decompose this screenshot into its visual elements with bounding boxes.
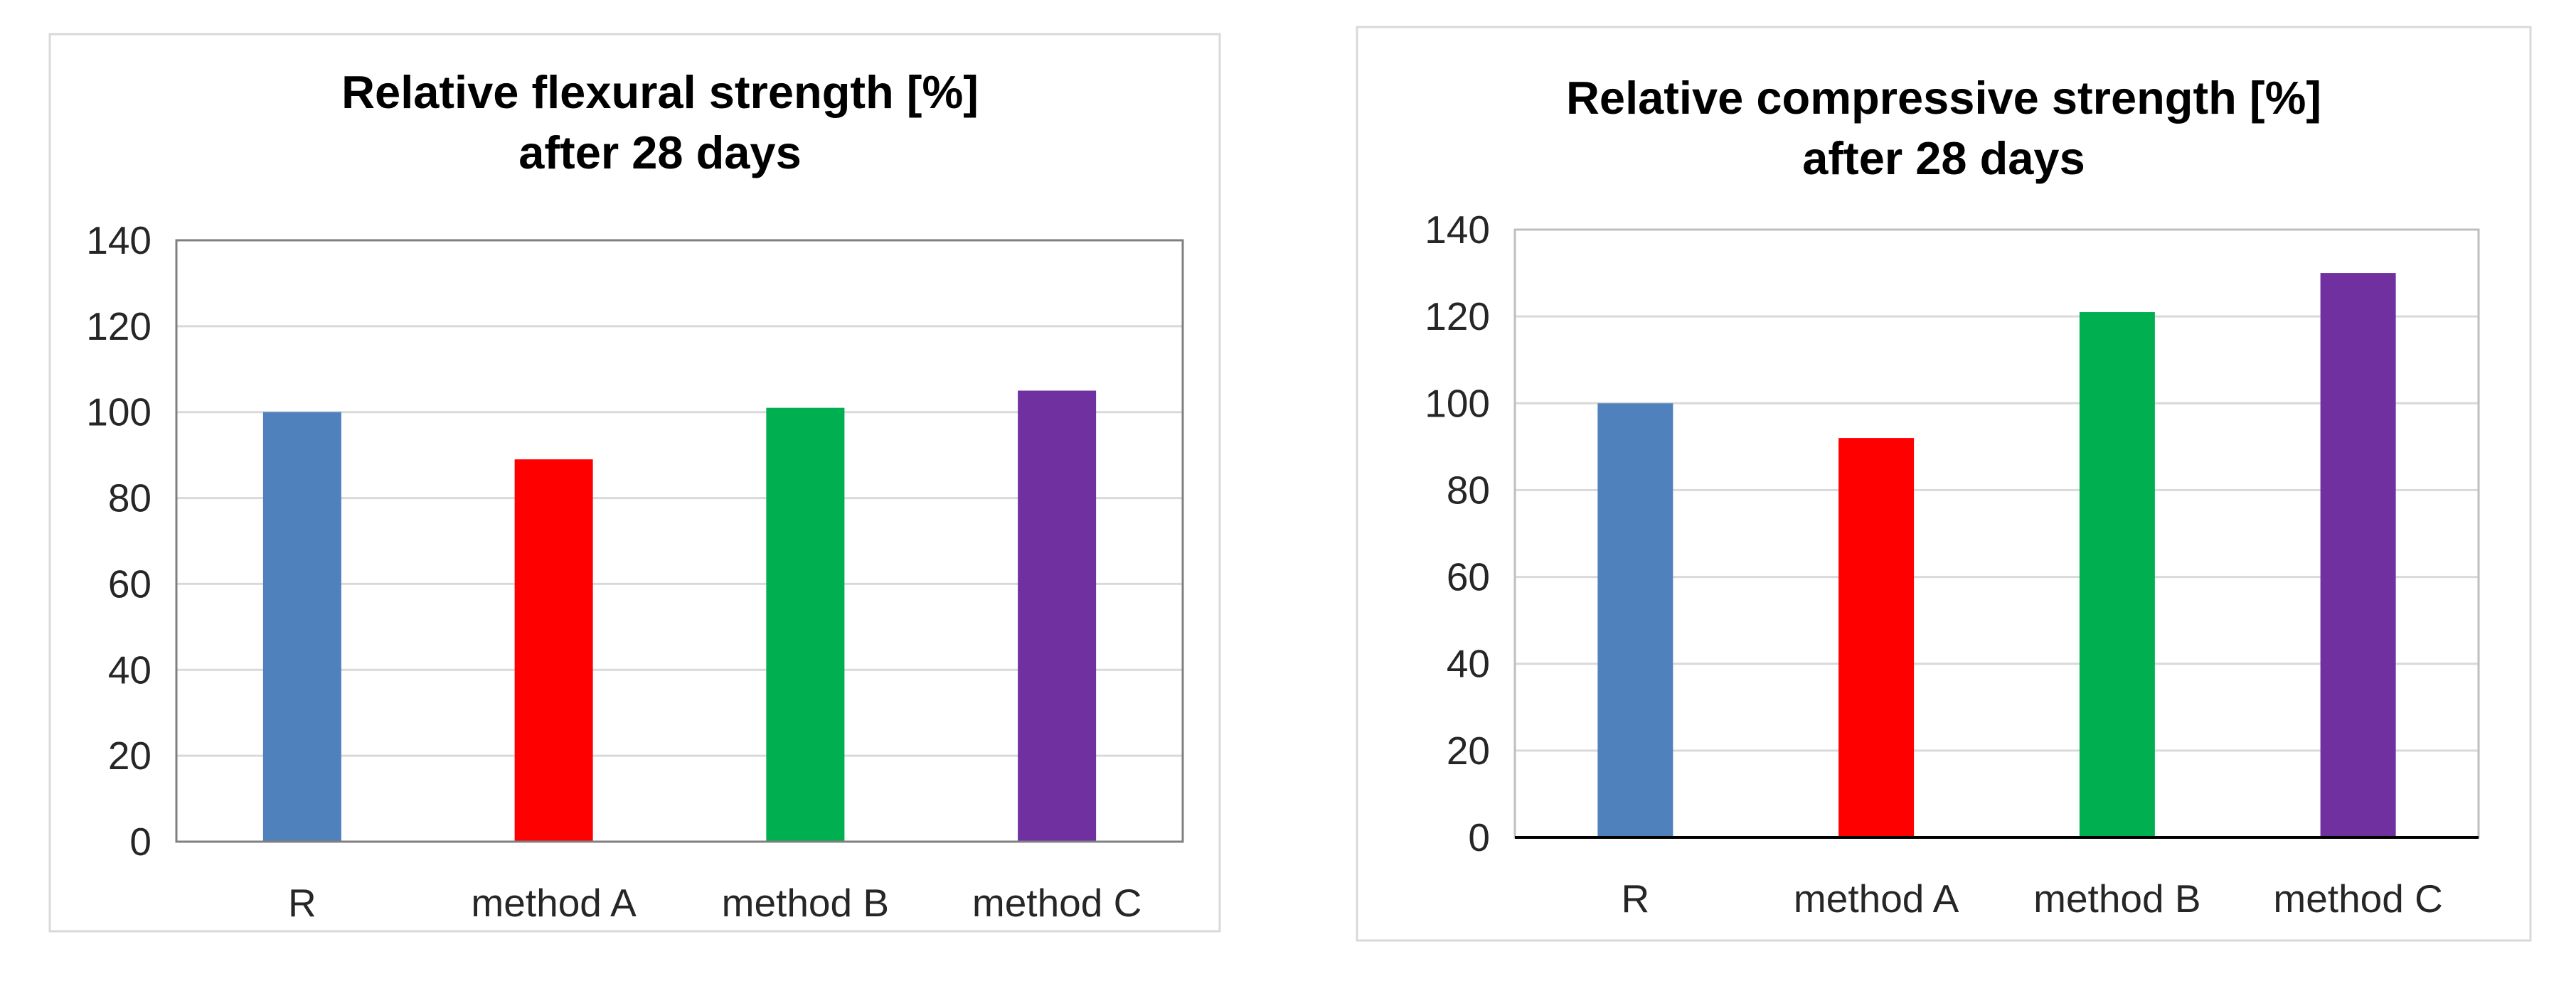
compressive-x-label-method-a: method A	[1794, 877, 1959, 921]
compressive-x-label-method-c: method C	[2273, 877, 2442, 921]
compressive-y-tick-label: 0	[1468, 815, 1490, 859]
flexural-y-tick-label: 60	[108, 562, 151, 606]
flexural-chart: Relative flexural strength [%] after 28 …	[48, 33, 1221, 933]
compressive-gridlines	[1515, 315, 2479, 752]
compressive-chart-title-line-2: after 28 days	[1802, 132, 2085, 184]
compressive-chart-title-line-1: Relative compressive strength [%]	[1566, 72, 2321, 124]
flexural-chart-title-line-1: Relative flexural strength [%]	[341, 66, 979, 118]
flexural-x-label-method-b: method B	[722, 881, 889, 925]
flexural-bar-r	[262, 412, 341, 842]
flexural-x-label-method-a: method A	[471, 881, 637, 925]
flexural-y-tick-label: 40	[108, 648, 151, 692]
compressive-chart: Relative compressive strength [%] after …	[1356, 26, 2532, 942]
flexural-bar-method-c	[1018, 390, 1097, 842]
compressive-y-tick-label: 60	[1447, 555, 1490, 599]
flexural-y-tick-label: 80	[108, 476, 151, 520]
compressive-bar-method-a	[1838, 438, 1915, 837]
flexural-x-label-r: R	[288, 881, 316, 925]
flexural-plot-border	[175, 239, 1184, 843]
flexural-x-label-method-c: method C	[972, 881, 1141, 925]
compressive-bars	[1597, 273, 2396, 838]
compressive-x-label-method-b: method B	[2033, 877, 2200, 921]
compressive-y-tick-label: 140	[1425, 208, 1490, 252]
compressive-y-tick-label: 40	[1447, 642, 1490, 686]
flexural-y-tick-label: 0	[129, 820, 151, 864]
flexural-y-tick-label: 140	[86, 218, 151, 262]
compressive-y-ticks: 0 20 40 60 80 100 120 140	[1425, 208, 1490, 859]
flexural-bar-method-a	[514, 459, 593, 842]
flexural-y-tick-label: 120	[86, 304, 151, 348]
compressive-bar-method-c	[2320, 273, 2396, 838]
flexural-chart-title-line-2: after 28 days	[518, 127, 801, 178]
flexural-y-ticks: 0 20 40 60 80 100 120 140	[86, 218, 151, 864]
flexural-bars	[262, 390, 1097, 842]
flexural-gridlines	[176, 325, 1183, 757]
compressive-y-tick-label: 120	[1425, 294, 1490, 338]
flexural-bar-method-b	[766, 407, 845, 842]
flexural-y-tick-label: 20	[108, 734, 151, 778]
compressive-bar-r	[1597, 403, 1673, 837]
compressive-bar-method-b	[2079, 312, 2155, 837]
compressive-y-tick-label: 100	[1425, 381, 1490, 425]
compressive-y-tick-label: 80	[1447, 468, 1490, 512]
flexural-y-tick-label: 100	[86, 390, 151, 434]
compressive-y-tick-label: 20	[1447, 729, 1490, 773]
compressive-x-label-r: R	[1622, 877, 1650, 921]
